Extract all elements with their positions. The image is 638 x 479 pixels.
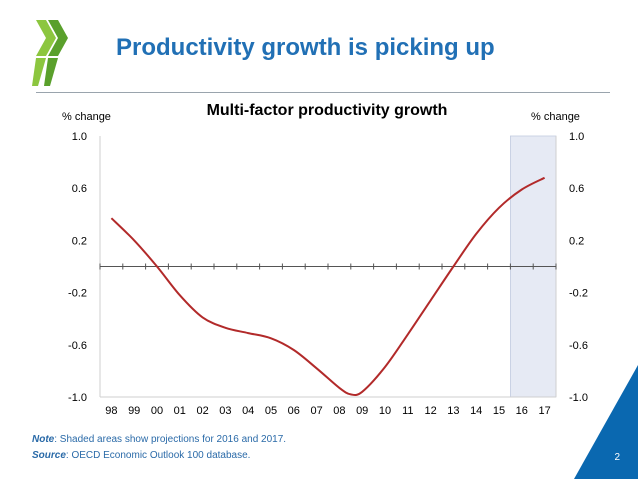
note-label: Note <box>32 434 55 445</box>
x-tick-label: 00 <box>151 405 163 417</box>
footnote: Note: Shaded areas show projections for … <box>32 432 286 464</box>
x-tick-label: 13 <box>447 405 459 417</box>
x-tick-label: 16 <box>516 405 528 417</box>
x-tick-label: 05 <box>265 405 277 417</box>
y-tick-label-right: -1.0 <box>569 392 588 404</box>
left-axis-unit: % change <box>62 111 111 123</box>
chart-title: Multi-factor productivity growth <box>207 102 448 119</box>
title-divider <box>36 92 610 93</box>
x-tick-label: 10 <box>379 405 391 417</box>
y-tick-label-left: -0.2 <box>68 288 87 300</box>
x-tick-label: 09 <box>356 405 368 417</box>
x-tick-label: 15 <box>493 405 505 417</box>
source-line: Source: OECD Economic Outlook 100 databa… <box>32 448 286 464</box>
y-tick-label-left: -1.0 <box>68 392 87 404</box>
y-tick-label-right: -0.2 <box>569 288 588 300</box>
x-tick-label: 07 <box>310 405 322 417</box>
note-text: : Shaded areas show projections for 2016… <box>54 434 287 445</box>
x-tick-label: 98 <box>105 405 117 417</box>
x-tick-label: 06 <box>288 405 300 417</box>
x-tick-label: 01 <box>174 405 186 417</box>
y-tick-label-left: 1.0 <box>72 131 87 143</box>
note-line: Note: Shaded areas show projections for … <box>32 432 286 448</box>
x-tick-label: 12 <box>424 405 436 417</box>
source-label: Source <box>32 450 66 461</box>
x-tick-label: 14 <box>470 405 482 417</box>
y-tick-label-right: -0.6 <box>569 340 588 352</box>
x-tick-label: 04 <box>242 405 254 417</box>
x-tick-label: 17 <box>538 405 550 417</box>
x-tick-label: 99 <box>128 405 140 417</box>
y-tick-label-left: 0.6 <box>72 183 87 195</box>
mfp-growth-line <box>110 176 546 397</box>
corner-triangle <box>574 365 638 479</box>
x-tick-label: 03 <box>219 405 231 417</box>
x-tick-label: 02 <box>196 405 208 417</box>
y-tick-label-right: 0.6 <box>569 183 584 195</box>
slide-title: Productivity growth is picking up <box>116 34 495 61</box>
y-tick-label-left: 0.2 <box>72 235 87 247</box>
right-axis-unit: % change <box>531 111 580 123</box>
source-text: : OECD Economic Outlook 100 database. <box>65 450 251 461</box>
y-tick-label-right: 1.0 <box>569 131 584 143</box>
y-tick-label-left: -0.6 <box>68 340 87 352</box>
x-tick-label: 08 <box>333 405 345 417</box>
x-tick-label: 11 <box>402 405 413 417</box>
page-number: 2 <box>614 452 620 463</box>
oecd-logo <box>32 20 68 86</box>
y-tick-label-right: 0.2 <box>569 235 584 247</box>
